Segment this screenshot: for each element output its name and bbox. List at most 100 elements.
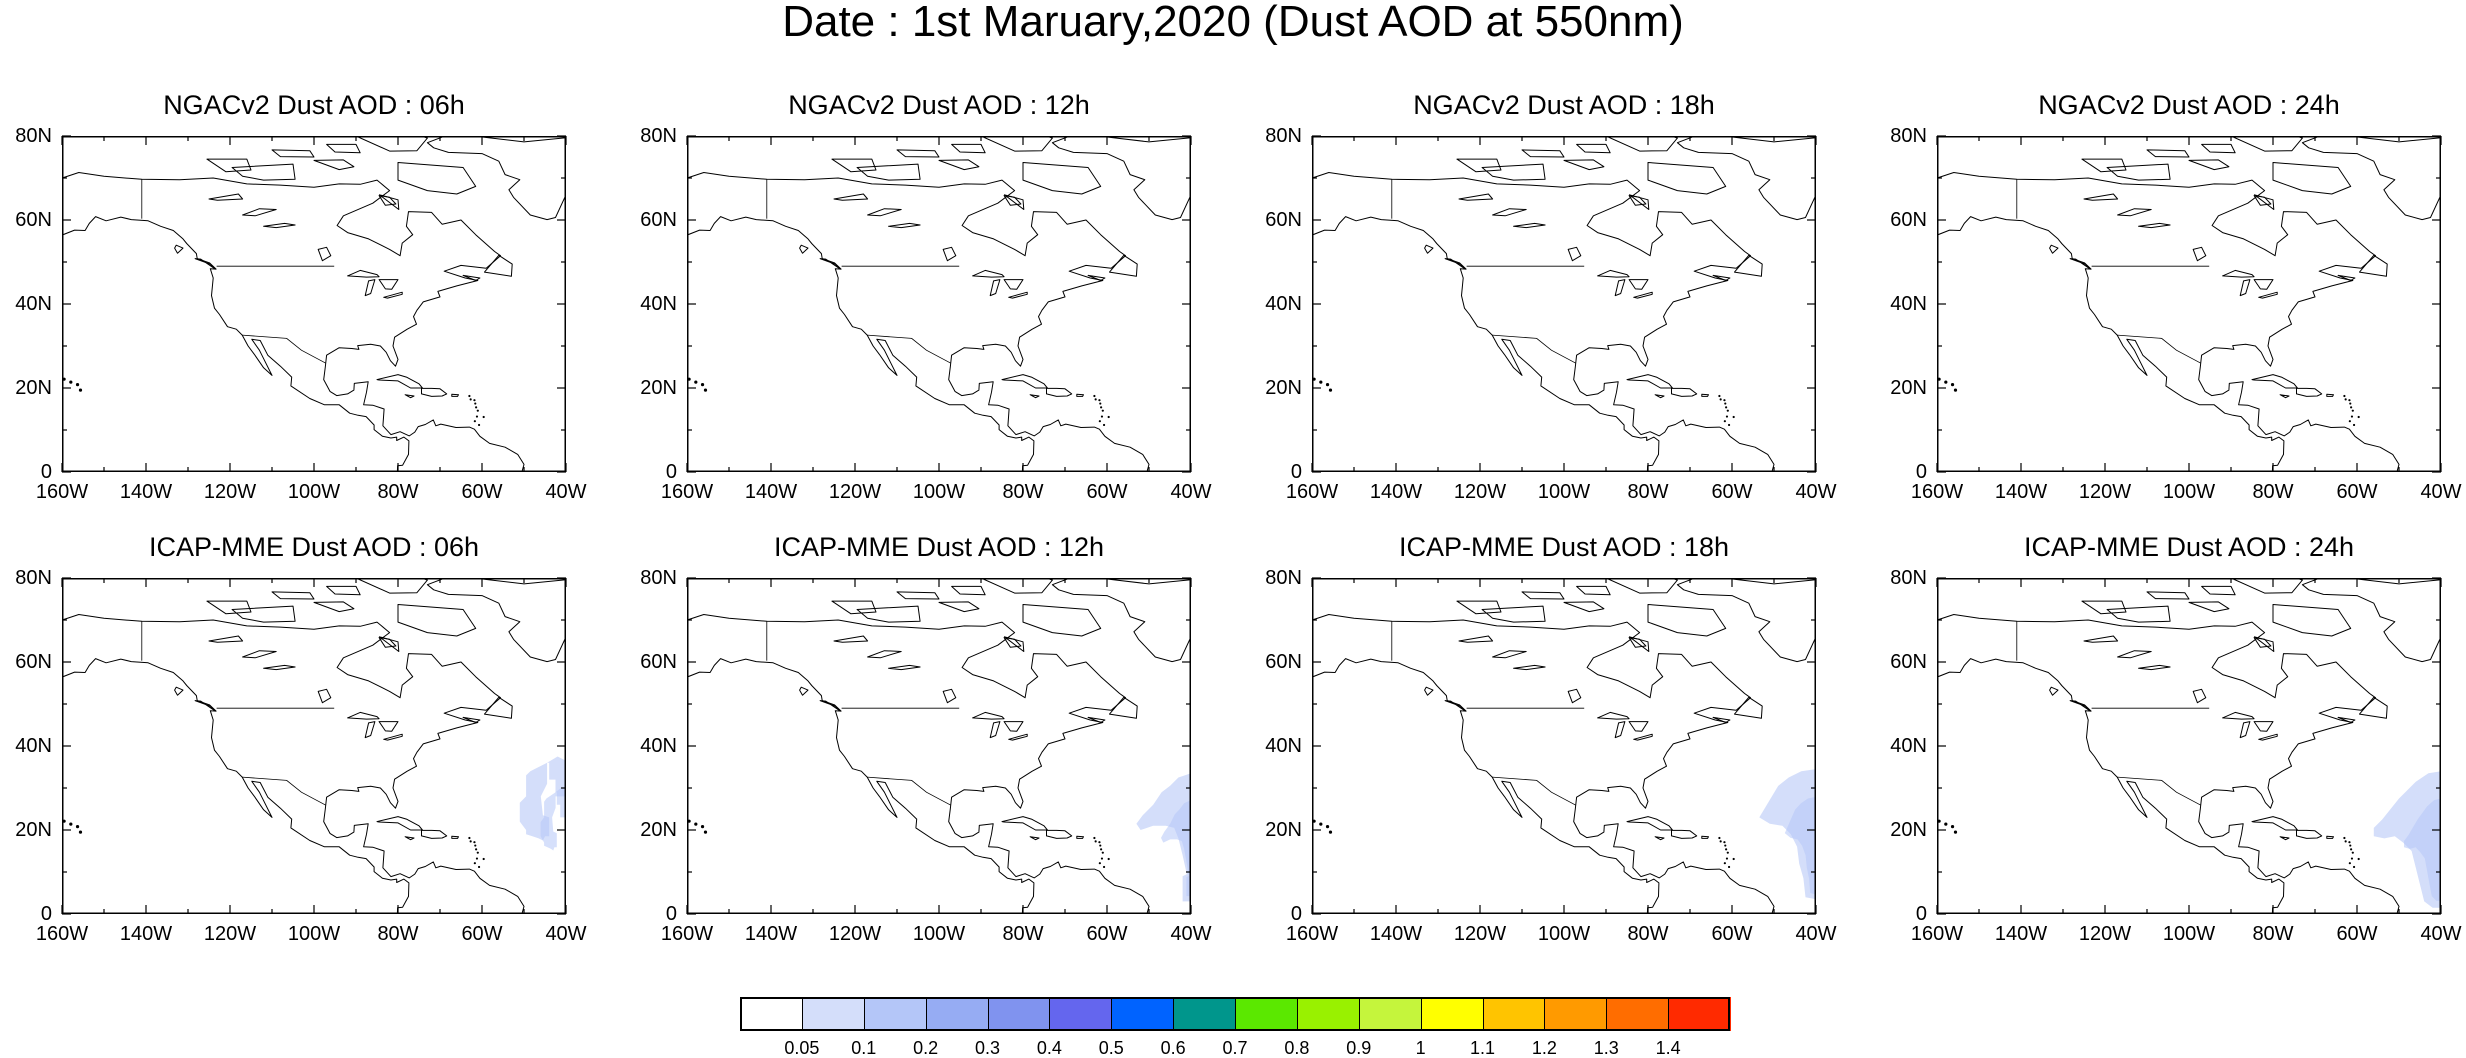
colorbar-label: 0.8 (1284, 1038, 1310, 1058)
x-tick-label: 60W (1086, 481, 1128, 503)
map-plot (1311, 135, 1817, 473)
x-tick-label: 80W (377, 923, 419, 945)
x-tick-label: 40W (1170, 481, 1212, 503)
colorbar-swatch (1296, 997, 1360, 1031)
colorbar-swatch (1482, 997, 1546, 1031)
colorbar-label: 1.1 (1469, 1038, 1496, 1058)
y-tick-label: 0 (665, 903, 677, 925)
y-tick-label: 40N (640, 735, 677, 757)
y-tick-label: 80N (15, 567, 52, 589)
y-tick-label: 0 (1915, 903, 1927, 925)
colorbar-swatch (1235, 997, 1298, 1031)
x-tick-label: 120W (203, 923, 257, 945)
colorbar-swatch (801, 997, 865, 1031)
map-panel: NGACv2 Dust AOD : 12h 160W 140W 120W 100W 80W… (640, 90, 1211, 502)
panel-title: ICAP-MME Dust AOD : 12h (773, 532, 1105, 562)
x-tick-label: 160W (1910, 481, 1964, 503)
colorbar-swatch (1420, 997, 1484, 1031)
y-tick-label: 40N (15, 735, 52, 757)
colorbar-swatch (1544, 997, 1608, 1031)
x-tick-label: 120W (1453, 923, 1507, 945)
x-tick-label: 40W (2420, 481, 2462, 503)
colorbar-label: 0.3 (974, 1038, 1001, 1058)
colorbar-label: 1.2 (1531, 1038, 1557, 1058)
x-tick-label: 80W (377, 481, 419, 503)
x-tick-label: 100W (912, 481, 966, 503)
x-tick-label: 160W (660, 481, 714, 503)
map-plot (1936, 577, 2442, 915)
x-tick-label: 100W (1537, 923, 1591, 945)
x-tick-label: 120W (828, 923, 882, 945)
colorbar-swatch (1668, 997, 1731, 1031)
y-tick-label: 80N (1890, 125, 1927, 147)
coastline (687, 614, 1150, 914)
x-tick-label: 40W (1795, 481, 1837, 503)
y-tick-label: 80N (640, 125, 677, 147)
colorbar-label: 0.5 (1098, 1038, 1124, 1058)
coastline (1312, 172, 1775, 472)
x-tick-label: 60W (1086, 923, 1128, 945)
panel-title: ICAP-MME Dust AOD : 06h (148, 532, 480, 562)
y-tick-label: 20N (1890, 819, 1927, 841)
y-tick-label: 40N (1265, 293, 1302, 315)
x-tick-label: 80W (1627, 481, 1669, 503)
x-tick-label: 100W (2162, 481, 2216, 503)
x-tick-label: 160W (35, 923, 89, 945)
colorbar-swatch (1111, 997, 1175, 1031)
figure-title: Date : 1st Maruary,2020 (Dust AOD at 550… (782, 0, 1684, 46)
map-plot (61, 577, 567, 915)
map-plot (686, 577, 1192, 915)
dust-plume (1136, 773, 1191, 902)
colorbar-label: 0.05 (784, 1038, 820, 1058)
colorbar-label: 0.6 (1160, 1038, 1186, 1058)
map-panel: ICAP-MME Dust AOD : 18h 160W 140W 120W 100W 8… (1265, 532, 1836, 944)
colorbar-label: 0.4 (1036, 1038, 1062, 1058)
y-tick-label: 60N (1265, 651, 1302, 673)
colorbar-swatch (1358, 997, 1422, 1031)
y-tick-label: 20N (1265, 819, 1302, 841)
map-plot (1936, 135, 2442, 473)
y-tick-label: 60N (1890, 651, 1927, 673)
x-tick-label: 140W (1369, 923, 1423, 945)
map-plot (1311, 577, 1817, 915)
colorbar-swatch (1049, 997, 1113, 1031)
x-tick-label: 100W (912, 923, 966, 945)
colorbar-swatch (863, 997, 927, 1031)
x-tick-label: 140W (119, 481, 173, 503)
x-tick-label: 140W (1994, 923, 2048, 945)
dust-plume (519, 756, 566, 841)
x-tick-label: 40W (2420, 923, 2462, 945)
y-tick-label: 40N (640, 293, 677, 315)
x-tick-label: 120W (1453, 481, 1507, 503)
x-tick-label: 40W (1170, 923, 1212, 945)
y-tick-label: 0 (665, 461, 677, 483)
y-tick-label: 60N (1265, 209, 1302, 231)
colorbar-label: 0.2 (913, 1038, 939, 1058)
x-tick-label: 160W (35, 481, 89, 503)
y-tick-label: 60N (640, 651, 677, 673)
coastline (687, 172, 1150, 472)
map-plot (686, 135, 1192, 473)
x-tick-label: 140W (119, 923, 173, 945)
colorbar-label: 1.3 (1593, 1038, 1619, 1058)
x-tick-label: 120W (2078, 923, 2132, 945)
x-tick-label: 100W (1537, 481, 1591, 503)
y-tick-label: 0 (40, 461, 52, 483)
x-tick-label: 80W (2252, 923, 2294, 945)
panel-title: ICAP-MME Dust AOD : 18h (1398, 532, 1730, 562)
colorbar-swatch (1606, 997, 1670, 1031)
colorbar-label: 0.7 (1222, 1038, 1248, 1058)
x-tick-label: 80W (1627, 923, 1669, 945)
y-tick-label: 60N (1890, 209, 1927, 231)
coastline (1937, 614, 2400, 914)
colorbar (740, 997, 1731, 1031)
map-panel: NGACv2 Dust AOD : 06h 160W 140W 120W 100W 80W… (15, 90, 586, 502)
y-tick-label: 40N (1890, 735, 1927, 757)
map-panel: NGACv2 Dust AOD : 24h 160W 140W 120W 100W 80W… (1890, 90, 2461, 502)
x-tick-label: 100W (287, 923, 341, 945)
panel-title: ICAP-MME Dust AOD : 24h (2023, 532, 2355, 562)
x-tick-label: 40W (1795, 923, 1837, 945)
x-tick-label: 100W (2162, 923, 2216, 945)
map-plot (61, 135, 567, 473)
